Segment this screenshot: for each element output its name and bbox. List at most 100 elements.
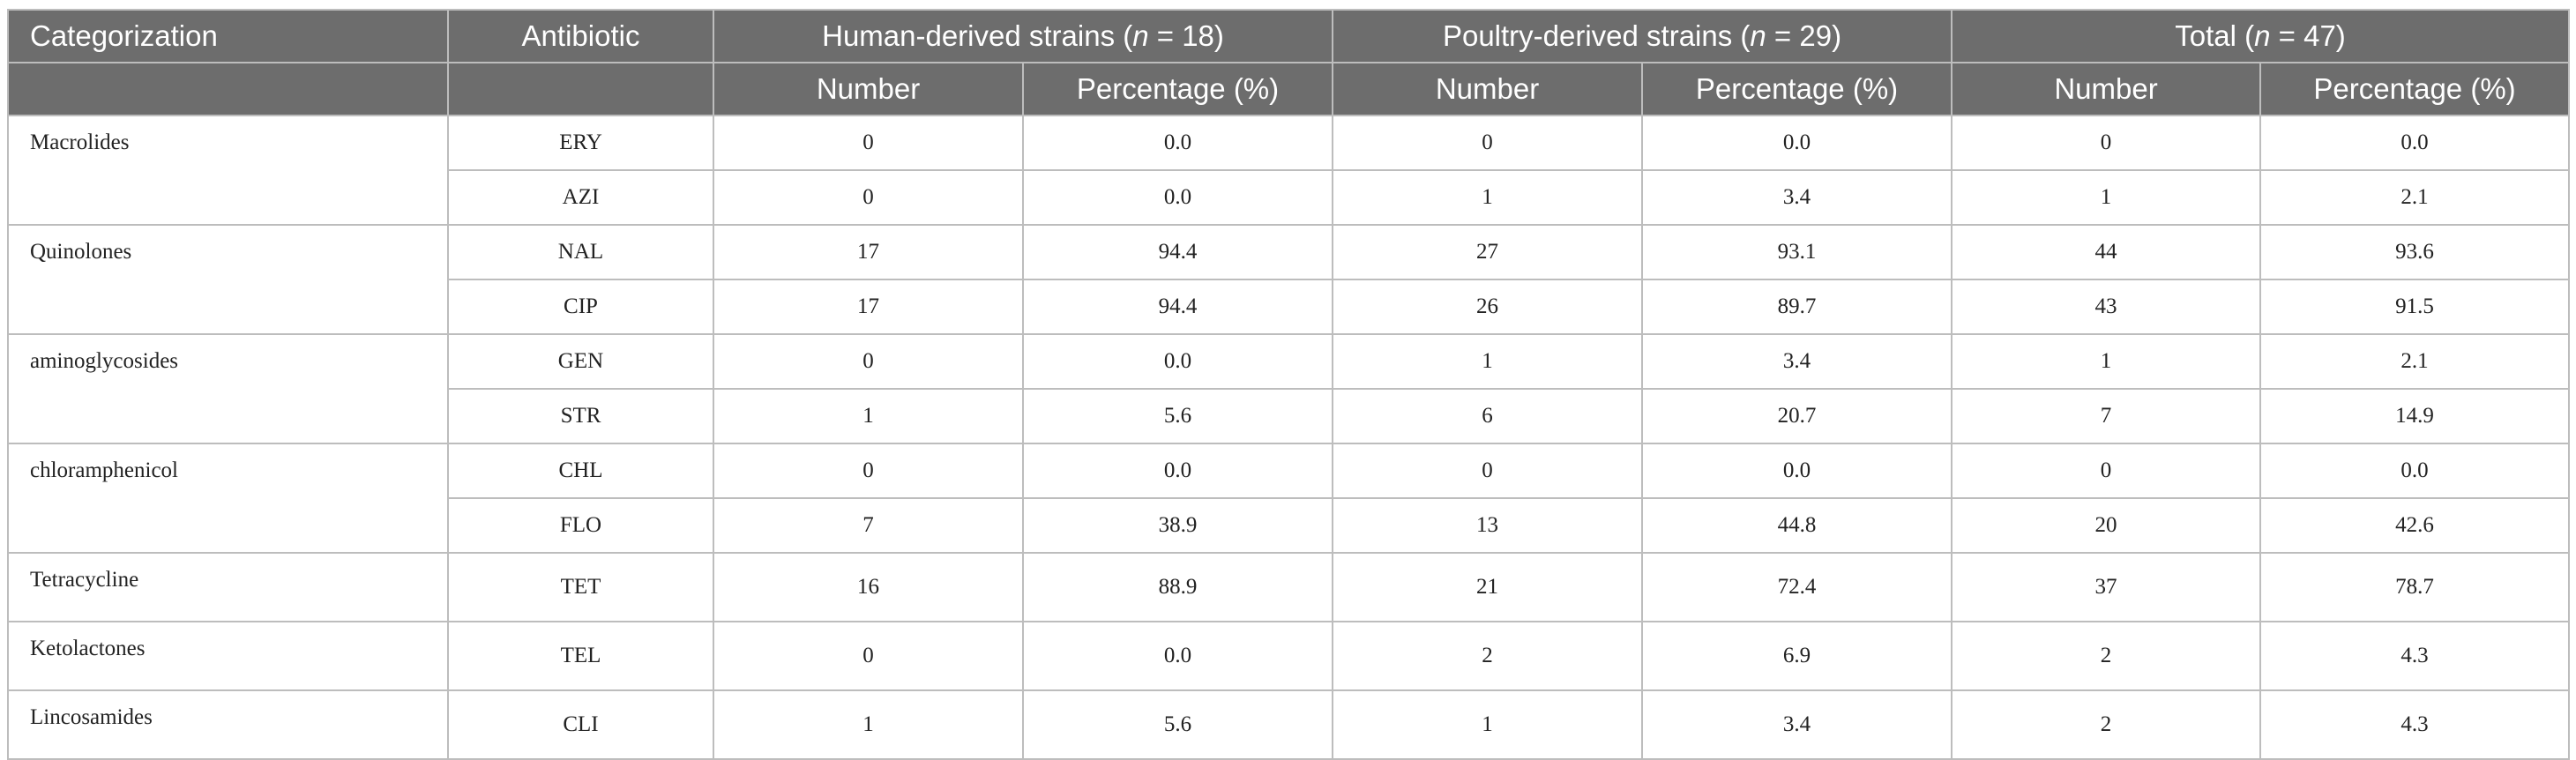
antibiotic-cell: TET [447,552,714,622]
header-antibiotic: Antibiotic [447,9,714,63]
header-poultry-suffix: = 29) [1766,19,1842,52]
table-row: STR 1 5.6 6 20.7 7 14.9 [8,388,2571,444]
human-percentage-cell: 94.4 [1021,279,1334,335]
antibiotic-cell: AZI [447,169,714,226]
header-poultry-derived: Poultry-derived strains (n = 29) [1332,9,1953,63]
table-header: Categorization Antibiotic Human-derived … [7,9,2571,116]
category-cell: Ketolactones [7,621,449,691]
human-percentage-cell: 0.0 [1021,115,1334,171]
header-categorization: Categorization [7,9,449,63]
header-human-percentage: Percentage (%) [1021,62,1334,116]
poultry-number-cell: 26 [1332,279,1644,335]
poultry-percentage-cell: 0.0 [1641,443,1953,499]
antibiotic-cell: CIP [447,279,714,335]
poultry-number-cell: 1 [1332,169,1644,226]
human-percentage-cell: 5.6 [1021,388,1334,444]
poultry-percentage-cell: 3.4 [1641,333,1953,390]
poultry-number-cell: 0 [1332,115,1644,171]
antibiotic-cell: NAL [447,224,714,280]
poultry-number-cell: 21 [1332,552,1644,622]
total-number-cell: 7 [1951,388,2262,444]
poultry-percentage-cell: 3.4 [1641,689,1953,760]
human-percentage-cell: 38.9 [1021,497,1334,554]
human-number-cell: 1 [713,388,1024,444]
poultry-number-cell: 6 [1332,388,1644,444]
antibiotic-cell: ERY [447,115,714,171]
header-poultry-prefix: Poultry-derived strains ( [1442,19,1751,52]
human-number-cell: 0 [713,169,1024,226]
poultry-percentage-cell: 89.7 [1641,279,1953,335]
header-human-prefix: Human-derived strains ( [822,19,1133,52]
table-row: Tetracycline TET 16 88.9 21 72.4 37 78.7 [7,552,2571,622]
poultry-percentage-cell: 44.8 [1641,497,1953,554]
total-number-cell: 0 [1951,443,2262,499]
resistance-table: Categorization Antibiotic Human-derived … [7,9,2571,760]
human-percentage-cell: 88.9 [1021,552,1334,622]
antibiotic-cell: CHL [447,443,714,499]
header-human-suffix: = 18) [1148,19,1224,52]
total-number-cell: 1 [1951,169,2262,226]
header-total-percentage: Percentage (%) [2259,62,2571,116]
table-row: Macrolides ERY 0 0.0 0 0.0 0 0.0 [7,115,2571,226]
table-row: chloramphenicol CHL 0 0.0 0 0.0 0 0.0 [7,443,2571,554]
total-percentage-cell: 91.5 [2259,279,2571,335]
header-row-1: Categorization Antibiotic Human-derived … [7,9,2571,63]
human-number-cell: 17 [713,224,1024,280]
header-poultry-number: Number [1332,62,1644,116]
antibiotic-cell: TEL [447,621,714,691]
table-row: CIP 17 94.4 26 89.7 43 91.5 [8,279,2571,335]
header-total-suffix: = 47) [2270,19,2346,52]
total-percentage-cell: 4.3 [2259,689,2571,760]
header-total-prefix: Total ( [2175,19,2255,52]
human-number-cell: 0 [713,115,1024,171]
header-total-number: Number [1951,62,2262,116]
category-cell: Lincosamides [7,689,449,760]
header-human-n: n [1132,19,1149,52]
human-number-cell: 16 [713,552,1024,622]
human-percentage-cell: 0.0 [1021,333,1334,390]
human-percentage-cell: 94.4 [1021,224,1334,280]
poultry-percentage-cell: 6.9 [1641,621,1953,691]
total-percentage-cell: 0.0 [2259,115,2571,171]
human-percentage-cell: 0.0 [1021,169,1334,226]
total-number-cell: 44 [1951,224,2262,280]
total-number-cell: 43 [1951,279,2262,335]
poultry-number-cell: 1 [1332,333,1644,390]
poultry-number-cell: 2 [1332,621,1644,691]
human-number-cell: 0 [713,621,1024,691]
poultry-percentage-cell: 20.7 [1641,388,1953,444]
total-number-cell: 2 [1951,689,2262,760]
antibiotic-cell: STR [447,388,714,444]
total-percentage-cell: 4.3 [2259,621,2571,691]
human-number-cell: 17 [713,279,1024,335]
header-human-number: Number [713,62,1024,116]
category-cell: aminoglycosides [7,333,449,444]
total-percentage-cell: 2.1 [2259,169,2571,226]
human-percentage-cell: 0.0 [1021,621,1334,691]
total-percentage-cell: 93.6 [2259,224,2571,280]
poultry-number-cell: 1 [1332,689,1644,760]
header-empty-cell [447,62,714,116]
table-row: Quinolones NAL 17 94.4 27 93.1 44 93.6 [7,224,2571,335]
poultry-percentage-cell: 0.0 [1641,115,1953,171]
header-poultry-n: n [1750,19,1766,52]
table-body: Macrolides ERY 0 0.0 0 0.0 0 0.0 AZI 0 0… [7,115,2571,760]
poultry-number-cell: 0 [1332,443,1644,499]
table-row: FLO 7 38.9 13 44.8 20 42.6 [8,497,2571,554]
total-number-cell: 37 [1951,552,2262,622]
category-cell: Quinolones [7,224,449,335]
header-poultry-percentage: Percentage (%) [1641,62,1953,116]
antibiotic-cell: GEN [447,333,714,390]
total-percentage-cell: 42.6 [2259,497,2571,554]
human-percentage-cell: 0.0 [1021,443,1334,499]
poultry-percentage-cell: 93.1 [1641,224,1953,280]
human-number-cell: 7 [713,497,1024,554]
header-human-derived: Human-derived strains (n = 18) [712,9,1334,63]
total-number-cell: 20 [1951,497,2262,554]
total-percentage-cell: 0.0 [2259,443,2571,499]
table-row: Ketolactones TEL 0 0.0 2 6.9 2 4.3 [7,621,2571,691]
human-number-cell: 0 [713,443,1024,499]
table-row: AZI 0 0.0 1 3.4 1 2.1 [8,169,2571,226]
table-container: Categorization Antibiotic Human-derived … [7,9,2571,760]
total-percentage-cell: 14.9 [2259,388,2571,444]
